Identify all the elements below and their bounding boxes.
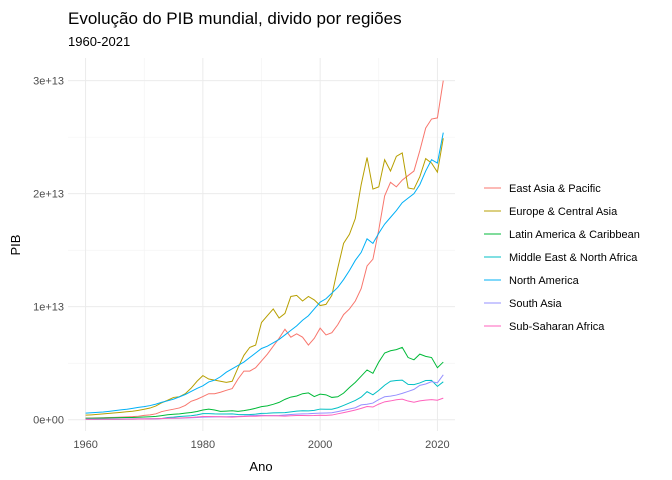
- x-tick-label: 2020: [425, 439, 449, 451]
- chart-title: Evolução do PIB mundial, divido por regi…: [68, 9, 402, 28]
- y-tick-label: 3e+13: [33, 76, 64, 88]
- series-lines: [85, 80, 444, 420]
- y-tick-label: 1e+13: [33, 302, 64, 314]
- series-line-east-asia-pacific: [85, 80, 444, 419]
- legend: East Asia & Pacific Europe & Central Asia…: [484, 183, 640, 333]
- series-line-sub-saharan-africa: [85, 397, 444, 420]
- x-axis-ticks: 1960 1980 2000 2020: [73, 439, 449, 451]
- legend-label: North America: [509, 275, 580, 287]
- grid: [68, 58, 455, 431]
- legend-label: Middle East & North Africa: [509, 252, 638, 264]
- series-line-latin-america-caribbean: [85, 346, 444, 419]
- x-tick-label: 2000: [308, 439, 332, 451]
- series-line-north-america: [85, 132, 444, 414]
- legend-label: Sub-Saharan Africa: [509, 321, 605, 333]
- y-tick-label: 2e+13: [33, 189, 64, 201]
- legend-label: South Asia: [509, 298, 562, 310]
- y-tick-label: 0e+00: [33, 415, 64, 427]
- series-line-middle-east-north-africa: [85, 379, 444, 420]
- legend-label: Latin America & Caribbean: [509, 229, 640, 241]
- y-axis-ticks: 0e+00 1e+13 2e+13 3e+13: [33, 76, 64, 427]
- x-tick-label: 1960: [73, 439, 97, 451]
- chart-subtitle: 1960-2021: [68, 34, 130, 49]
- x-tick-label: 1980: [191, 439, 215, 451]
- legend-label: Europe & Central Asia: [509, 206, 618, 218]
- x-axis-label: Ano: [249, 459, 272, 474]
- series-line-europe-central-asia: [85, 138, 444, 416]
- legend-label: East Asia & Pacific: [509, 183, 601, 195]
- y-axis-label: PIB: [8, 235, 23, 256]
